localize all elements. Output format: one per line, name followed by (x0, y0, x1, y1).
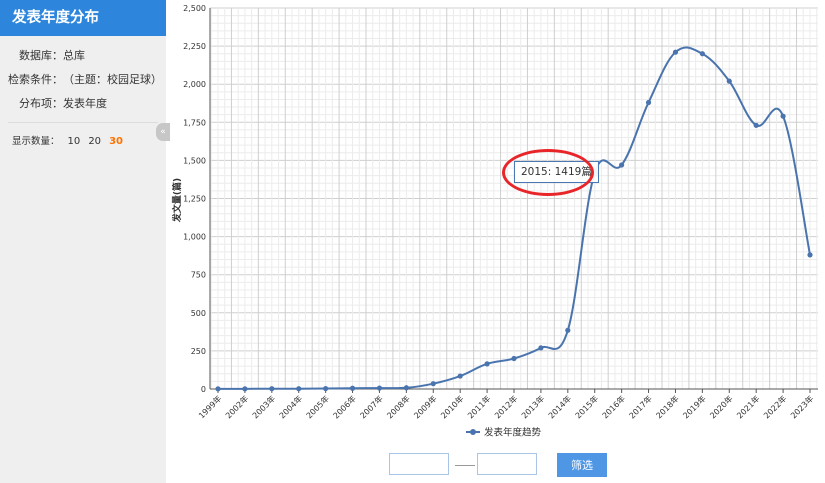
data-point[interactable] (403, 385, 409, 391)
filter-button[interactable]: 筛选 (557, 453, 607, 477)
x-tick-label: 2018年 (654, 393, 681, 420)
distribution-label: 分布项： (19, 97, 63, 110)
double-chevron-left-icon: « (160, 127, 166, 137)
data-point[interactable] (511, 355, 517, 362)
data-point[interactable] (565, 327, 571, 333)
y-tick-label: 1,000 (183, 233, 206, 242)
criteria-label: 检索条件： (8, 73, 63, 86)
data-point[interactable] (269, 386, 275, 392)
data-point[interactable] (726, 78, 732, 84)
data-point[interactable] (619, 162, 625, 168)
y-tick-label: 2,500 (183, 4, 206, 13)
x-tick-label: 2002年 (223, 393, 250, 420)
data-point[interactable] (430, 381, 436, 387)
y-tick-label: 2,250 (183, 42, 206, 51)
range-separator (455, 465, 475, 466)
x-tick-label: 2012年 (492, 393, 519, 420)
display-count-label: 显示数量： (12, 136, 60, 147)
x-tick-label: 2007年 (358, 393, 385, 420)
x-tick-label: 2022年 (761, 393, 788, 420)
database-label: 数据库： (19, 49, 63, 62)
highlight-circle (502, 149, 594, 196)
x-tick-label: 2011年 (465, 393, 492, 420)
end-year-input[interactable] (477, 453, 537, 475)
x-tick-label: 2009年 (412, 393, 439, 420)
data-point[interactable] (780, 113, 786, 119)
data-point[interactable] (215, 386, 221, 392)
y-tick-label: 0 (201, 385, 206, 394)
criteria-value: （主题：校园足球） (63, 73, 162, 86)
display-count: 显示数量： 10 20 30 (0, 133, 166, 147)
data-point[interactable] (457, 373, 463, 379)
chart-legend[interactable]: 发表年度趋势 (466, 427, 542, 439)
count-option-30[interactable]: 30 (109, 136, 123, 147)
data-point[interactable] (645, 99, 652, 106)
x-tick-label: 2016年 (600, 393, 627, 420)
database-row: 数据库：总库 (0, 44, 166, 68)
criteria-row: 检索条件：（主题：校园足球） (0, 68, 166, 92)
x-tick-label: 2015年 (573, 393, 600, 420)
x-tick-label: 2019年 (681, 393, 708, 420)
publication-year-chart: 0 250 500 750 1,000 1,250 1,500 1,750 2,000 2,250… (171, 4, 818, 439)
database-value: 总库 (63, 49, 85, 62)
x-tick-label: 2013年 (519, 393, 546, 420)
x-tick-label: 2021年 (734, 393, 761, 420)
x-tick-label: 2020年 (708, 393, 735, 420)
y-axis-label: 发文量(篇) (171, 178, 183, 223)
sidebar-title: 发表年度分布 (0, 0, 166, 36)
search-info: 数据库：总库 检索条件：（主题：校园足球） 分布项：发表年度 (0, 36, 166, 116)
legend-marker (470, 429, 476, 435)
collapse-sidebar-button[interactable]: « (156, 123, 170, 141)
x-tick-label: 2010年 (438, 393, 465, 420)
y-tick-label: 1,250 (183, 195, 206, 204)
y-tick-label: 500 (191, 309, 206, 318)
distribution-row: 分布项：发表年度 (0, 92, 166, 116)
x-tick-label: 2003年 (250, 393, 277, 420)
y-tick-label: 1,750 (183, 118, 206, 127)
start-year-input[interactable] (389, 453, 449, 475)
x-tick-label: 2023年 (788, 393, 815, 420)
data-point[interactable] (807, 252, 813, 258)
count-option-20[interactable]: 20 (88, 136, 102, 147)
x-tick-label: 2004年 (277, 393, 304, 420)
data-point[interactable] (376, 385, 383, 391)
x-tick-label: 2005年 (304, 393, 331, 420)
data-point[interactable] (484, 361, 490, 367)
legend-label: 发表年度趋势 (484, 427, 542, 439)
data-point[interactable] (323, 385, 329, 392)
x-tick-label: 2017年 (627, 393, 654, 420)
data-point[interactable] (538, 345, 544, 351)
sidebar: 发表年度分布 数据库：总库 检索条件：（主题：校园足球） 分布项：发表年度 显示… (0, 0, 166, 483)
y-tick-label: 2,000 (183, 80, 206, 89)
y-tick-label: 1,500 (183, 156, 206, 165)
chart-grid (210, 7, 818, 390)
y-tick-label: 750 (191, 271, 206, 280)
sidebar-divider (8, 122, 158, 123)
data-point[interactable] (699, 51, 705, 57)
x-tick-label: 1999年 (196, 393, 223, 420)
data-point[interactable] (296, 386, 302, 392)
count-option-10[interactable]: 10 (67, 136, 81, 147)
x-tick-label: 2006年 (331, 393, 358, 420)
x-tick-label: 2008年 (385, 393, 412, 420)
data-point[interactable] (672, 49, 679, 55)
data-point[interactable] (349, 385, 356, 391)
y-tick-label: 250 (191, 347, 206, 356)
data-point[interactable] (242, 386, 248, 392)
x-tick-label: 2014年 (546, 393, 573, 420)
data-point[interactable] (753, 122, 759, 128)
distribution-value: 发表年度 (63, 97, 107, 110)
